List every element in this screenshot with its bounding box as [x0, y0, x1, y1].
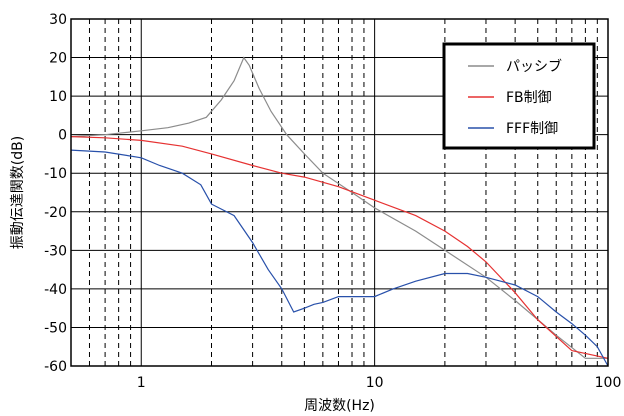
- series-layer: [70, 56, 609, 367]
- x-tick-label: 10: [366, 375, 384, 391]
- y-tick-label: 30: [49, 12, 67, 28]
- y-tick-label: 20: [49, 51, 67, 67]
- y-tick-label: -50: [44, 320, 67, 336]
- series-line-3: [70, 149, 609, 367]
- legend-label: FFF制御: [506, 121, 558, 137]
- y-tick-label: 10: [49, 89, 67, 105]
- legend-label: パッシブ: [506, 58, 562, 75]
- series-line-1: [70, 56, 608, 359]
- plot-frame: [70, 18, 609, 367]
- x-tick-label: 100: [595, 375, 622, 391]
- y-tick-label: -40: [44, 282, 67, 298]
- y-tick-label: -20: [44, 205, 67, 221]
- series-line-2: [70, 136, 609, 359]
- y-tick-label: -60: [44, 359, 67, 375]
- x-axis-title: 周波数(Hz): [304, 398, 375, 414]
- y-tick-label: -10: [44, 166, 67, 182]
- legend: パッシブ FB制御 FFF制御: [442, 42, 596, 150]
- y-tick-label: 0: [58, 128, 67, 144]
- y-axis-title: 振動伝達関数(dB): [10, 136, 26, 249]
- x-tick-label: 1: [137, 375, 146, 391]
- legend-label: FB制御: [506, 90, 552, 106]
- legend-box: [442, 42, 596, 150]
- y-tick-label: -30: [44, 243, 67, 259]
